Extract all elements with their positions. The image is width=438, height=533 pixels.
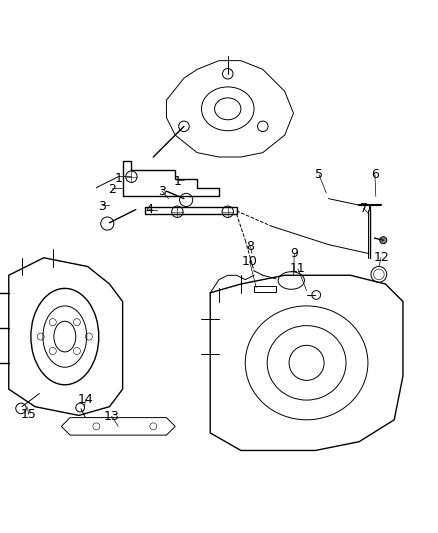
Text: 4: 4	[145, 203, 153, 216]
Text: 8: 8	[247, 240, 254, 253]
Circle shape	[380, 237, 387, 244]
Text: 3: 3	[98, 200, 106, 213]
Text: 15: 15	[21, 408, 36, 421]
Text: 1: 1	[173, 175, 181, 189]
Text: 10: 10	[242, 255, 258, 268]
Text: 1: 1	[114, 172, 122, 185]
Text: 12: 12	[373, 251, 389, 264]
Text: 3: 3	[158, 184, 166, 198]
Text: 2: 2	[108, 183, 116, 196]
Text: 6: 6	[371, 168, 379, 181]
Text: 9: 9	[290, 247, 298, 260]
Text: 13: 13	[104, 410, 120, 423]
Text: 11: 11	[290, 262, 306, 275]
Text: 7: 7	[360, 202, 367, 215]
Text: 14: 14	[78, 393, 93, 406]
Text: 5: 5	[315, 168, 323, 181]
